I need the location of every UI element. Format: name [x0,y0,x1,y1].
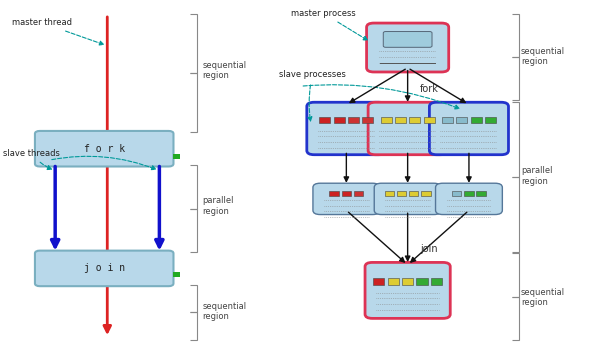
Bar [416,278,427,285]
Bar [431,278,442,285]
Text: master thread: master thread [12,18,104,45]
Text: sequential
region: sequential region [521,288,565,307]
Text: f o r k: f o r k [83,144,125,154]
Bar [442,117,453,123]
Text: fork: fork [420,83,439,94]
Bar [319,117,330,123]
Bar [402,278,413,285]
Bar [381,117,392,123]
FancyBboxPatch shape [435,183,503,215]
FancyBboxPatch shape [306,102,386,155]
Bar [397,191,406,196]
Text: sequential
region: sequential region [202,302,246,321]
Bar [173,154,180,159]
Bar [464,191,474,196]
Bar [409,117,421,123]
FancyBboxPatch shape [313,183,379,215]
FancyBboxPatch shape [367,23,449,72]
Bar [476,191,486,196]
Text: parallel
region: parallel region [202,196,234,216]
FancyBboxPatch shape [429,102,509,155]
Bar [373,278,384,285]
Bar [452,191,462,196]
Bar [341,191,351,196]
Bar [395,117,406,123]
Bar [424,117,435,123]
Bar [333,117,345,123]
FancyBboxPatch shape [35,251,173,286]
Bar [421,191,430,196]
Bar [329,191,339,196]
Bar [485,117,496,123]
Text: parallel
region: parallel region [521,166,552,186]
Bar [471,117,482,123]
Text: sequential
region: sequential region [202,61,246,80]
Bar [348,117,359,123]
Bar [173,272,180,277]
Text: slave processes: slave processes [279,70,346,121]
Text: master process: master process [291,9,367,40]
Text: join: join [420,244,438,254]
FancyBboxPatch shape [368,102,447,155]
Bar [362,117,373,123]
Text: j o i n: j o i n [83,263,125,274]
Bar [354,191,364,196]
FancyBboxPatch shape [365,263,450,318]
Text: sequential
region: sequential region [521,46,565,66]
Bar [388,278,399,285]
FancyBboxPatch shape [374,183,441,215]
FancyBboxPatch shape [383,32,432,47]
Bar [409,191,419,196]
Bar [456,117,467,123]
Text: slave threads: slave threads [3,149,60,170]
FancyBboxPatch shape [35,131,173,166]
Bar [385,191,394,196]
